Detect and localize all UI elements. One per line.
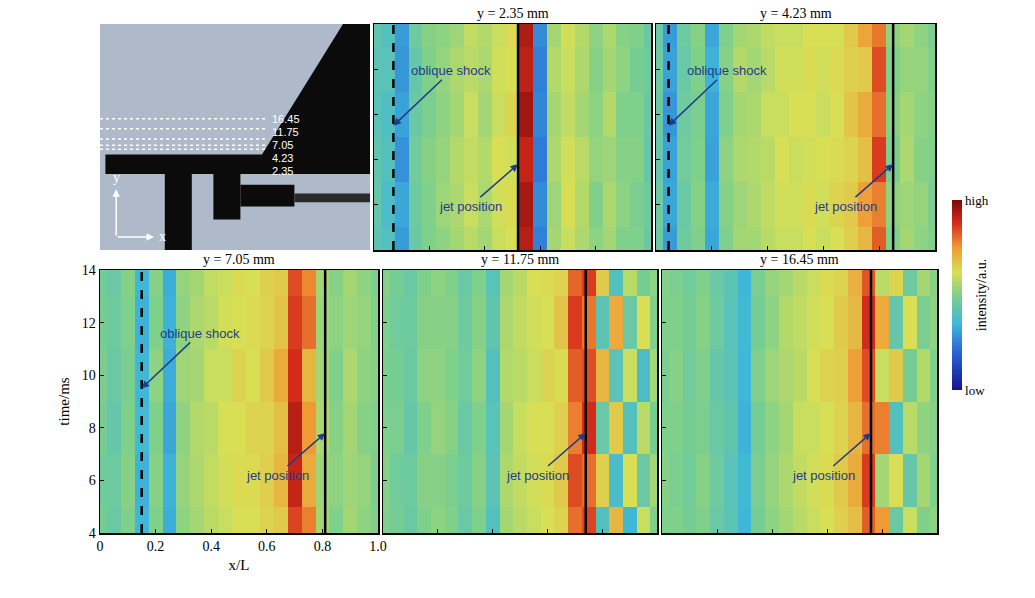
svg-text:8: 8 bbox=[89, 421, 96, 436]
svg-text:x: x bbox=[159, 229, 166, 244]
svg-text:4: 4 bbox=[89, 526, 96, 541]
svg-text:0.2: 0.2 bbox=[147, 539, 165, 554]
svg-text:1.0: 1.0 bbox=[369, 539, 387, 554]
svg-text:y = 4.23 mm: y = 4.23 mm bbox=[760, 6, 832, 21]
svg-text:time/ms: time/ms bbox=[56, 377, 72, 425]
svg-text:16.45: 16.45 bbox=[272, 113, 300, 125]
svg-text:oblique shock: oblique shock bbox=[687, 63, 767, 78]
svg-text:12: 12 bbox=[82, 316, 96, 331]
svg-text:y = 7.05 mm: y = 7.05 mm bbox=[203, 252, 275, 267]
svg-text:14: 14 bbox=[82, 263, 96, 278]
svg-text:jet position: jet position bbox=[792, 468, 855, 483]
svg-text:jet position: jet position bbox=[246, 468, 309, 483]
svg-text:oblique shock: oblique shock bbox=[411, 63, 491, 78]
svg-text:jet position: jet position bbox=[506, 468, 569, 483]
svg-text:oblique shock: oblique shock bbox=[160, 326, 240, 341]
svg-text:6: 6 bbox=[89, 473, 96, 488]
svg-text:jet position: jet position bbox=[814, 199, 877, 214]
svg-text:low: low bbox=[965, 383, 985, 398]
svg-text:y = 2.35 mm: y = 2.35 mm bbox=[477, 6, 549, 21]
svg-text:10: 10 bbox=[82, 368, 96, 383]
svg-text:11.75: 11.75 bbox=[272, 126, 299, 138]
svg-text:y = 16.45 mm: y = 16.45 mm bbox=[760, 252, 839, 267]
svg-text:intensity/a.u.: intensity/a.u. bbox=[974, 259, 989, 331]
svg-text:y = 11.75 mm: y = 11.75 mm bbox=[481, 252, 559, 267]
svg-text:0: 0 bbox=[97, 539, 104, 554]
svg-text:high: high bbox=[965, 193, 989, 208]
svg-text:0.4: 0.4 bbox=[202, 539, 220, 554]
svg-text:0.6: 0.6 bbox=[258, 539, 276, 554]
svg-text:0.8: 0.8 bbox=[314, 539, 332, 554]
svg-text:4.23: 4.23 bbox=[272, 152, 293, 164]
svg-text:2.35: 2.35 bbox=[272, 165, 293, 177]
svg-text:x/L: x/L bbox=[229, 557, 250, 573]
svg-text:y: y bbox=[113, 170, 120, 185]
svg-text:7.05: 7.05 bbox=[272, 139, 293, 151]
svg-text:jet position: jet position bbox=[439, 199, 502, 214]
